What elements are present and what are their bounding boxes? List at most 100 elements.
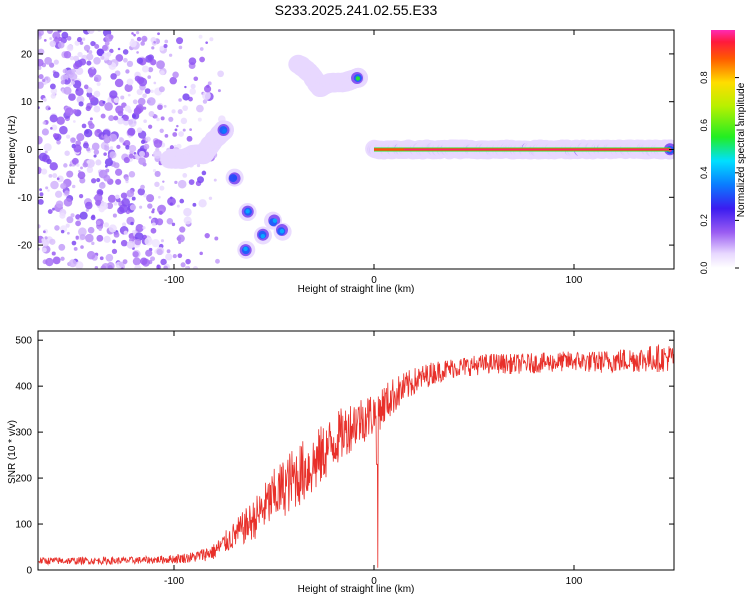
heatmap-cell — [150, 227, 157, 234]
heatmap-cell — [83, 84, 89, 90]
heatmap-cell — [112, 239, 117, 244]
heatmap-cell — [60, 80, 66, 85]
heatmap-cell — [71, 184, 76, 189]
heatmap-cell — [91, 241, 95, 246]
heatmap-cell — [164, 39, 169, 44]
heatmap-cell — [214, 236, 219, 241]
heatmap-cell — [172, 71, 179, 79]
heatmap-cell — [190, 83, 196, 89]
heatmap-cell — [202, 91, 211, 101]
heatmap-cell — [96, 177, 101, 183]
heatmap-cell — [48, 107, 51, 110]
heatmap-cell — [98, 227, 102, 232]
heatmap-cell — [106, 51, 112, 57]
heatmap-cell — [174, 180, 178, 185]
x-tick-label: 0 — [371, 576, 377, 587]
heatmap-cell — [122, 259, 128, 265]
heatmap-cell — [50, 93, 56, 99]
heatmap-cell — [101, 44, 108, 51]
heatmap-cell — [93, 154, 97, 158]
heatmap-cell — [128, 144, 137, 153]
heatmap-cell — [132, 114, 137, 119]
colorbar-tick-label: 0.4 — [699, 167, 709, 180]
heatmap-cell — [138, 157, 146, 165]
heatmap-cell — [49, 40, 56, 47]
heatmap-cell — [96, 234, 104, 242]
heatmap-cell — [68, 259, 77, 268]
heatmap-cell — [156, 218, 164, 226]
heatmap-cell — [56, 177, 60, 181]
heatmap-cell — [103, 235, 111, 243]
heatmap-cell — [91, 178, 97, 184]
heatmap-cell — [124, 176, 129, 182]
heatmap-cell — [47, 209, 53, 214]
heatmap-cell — [98, 169, 108, 179]
heatmap-cell — [50, 180, 59, 190]
y-tick-label: 100 — [15, 520, 32, 531]
colorbar-tick-label: 0.0 — [699, 262, 709, 275]
heatmap-cell — [171, 222, 176, 227]
heatmap-cell — [150, 59, 157, 66]
heatmap-cell — [46, 30, 53, 34]
heatmap-cell — [172, 132, 178, 137]
heatmap-cell — [134, 264, 142, 269]
heatmap-cell — [78, 101, 84, 107]
heatmap-cell — [50, 127, 53, 130]
heatmap-cell — [79, 58, 87, 66]
heatmap-cell — [98, 182, 106, 189]
heatmap-cell — [146, 194, 155, 203]
colorbar-gradient — [711, 30, 735, 268]
heatmap-cell — [73, 55, 79, 62]
heatmap-cell — [138, 77, 148, 87]
heatmap-cell — [42, 121, 46, 125]
heatmap-cell — [197, 117, 202, 122]
heatmap-cell — [174, 128, 178, 132]
heatmap-cell — [144, 237, 153, 246]
heatmap-cell — [90, 40, 96, 47]
heatmap-feature-ridge — [288, 54, 368, 98]
heatmap-cell — [121, 222, 127, 227]
heatmap-cell — [112, 213, 117, 218]
heatmap-cell — [43, 143, 52, 152]
heatmap-cell — [87, 120, 93, 126]
heatmap-cell — [128, 171, 136, 178]
heatmap-cell — [165, 253, 173, 261]
heatmap-cell — [85, 208, 89, 212]
heatmap-cell — [56, 140, 61, 145]
heatmap-cell — [203, 85, 212, 93]
heatmap-cell — [72, 109, 78, 115]
heatmap-cell — [177, 179, 187, 189]
heatmap-cell — [128, 118, 137, 128]
heatmap-cell — [41, 128, 49, 136]
heatmap-cell — [114, 78, 124, 88]
heatmap-cell — [85, 201, 93, 210]
heatmap-cell — [164, 134, 169, 138]
heatmap-cell — [49, 238, 56, 245]
heatmap-feature-blob — [225, 168, 244, 187]
heatmap-cell — [140, 184, 145, 190]
heatmap-cell — [137, 188, 145, 196]
heatmap-cell — [160, 116, 165, 121]
heatmap-cell — [243, 246, 248, 252]
heatmap-cell — [109, 48, 114, 54]
heatmap-cell — [73, 144, 82, 153]
heatmap-cell — [76, 133, 85, 142]
heatmap-cell — [49, 37, 53, 40]
heatmap-cell — [143, 106, 147, 110]
heatmap-cell — [81, 37, 86, 41]
heatmap-cell — [177, 109, 183, 115]
heatmap-cell — [160, 258, 167, 266]
heatmap-cell — [156, 117, 160, 122]
heatmap-cell — [42, 78, 46, 82]
heatmap-cell — [126, 60, 134, 68]
heatmap-cell — [176, 124, 179, 128]
heatmap-cell — [111, 248, 118, 255]
heatmap-cell — [176, 204, 180, 208]
heatmap-cell — [122, 119, 130, 126]
heatmap-cell — [105, 168, 110, 173]
heatmap-cell — [245, 209, 250, 214]
heatmap-cell — [141, 65, 149, 73]
heatmap-cell — [38, 166, 42, 175]
heatmap-cell — [109, 151, 117, 159]
